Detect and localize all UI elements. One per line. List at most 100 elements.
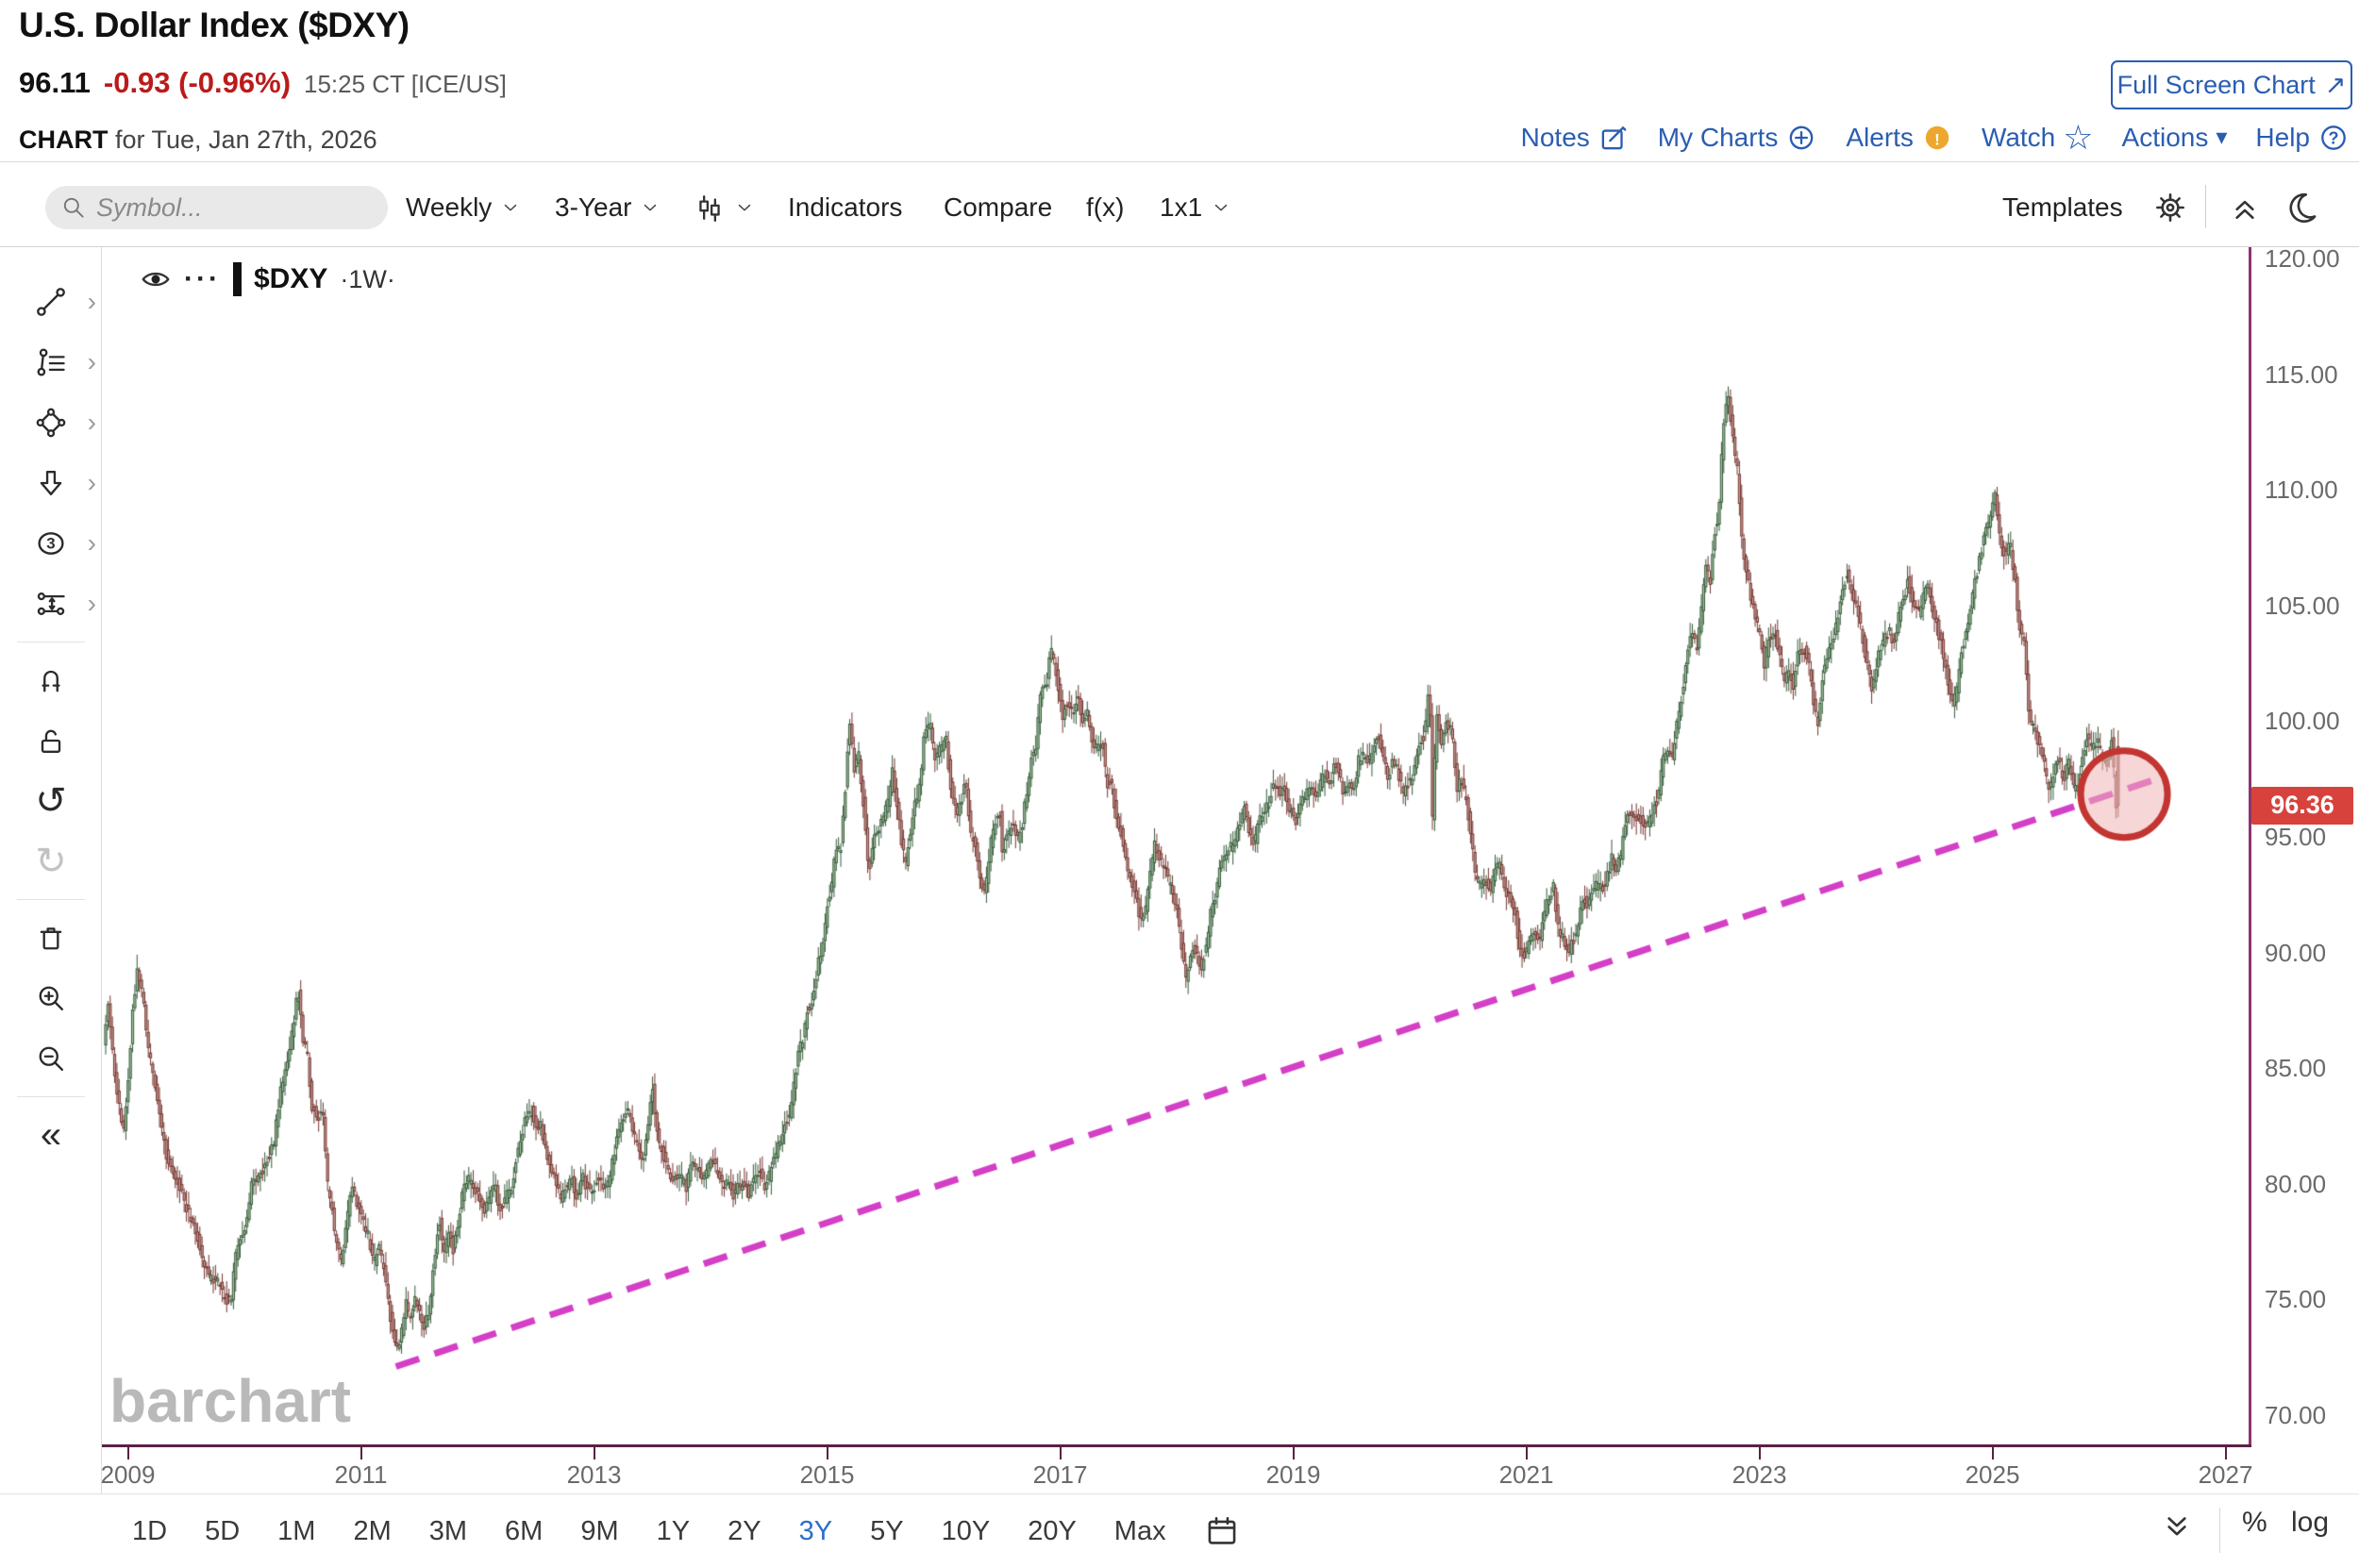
collapse-toolbar-icon[interactable] <box>2227 185 2263 230</box>
expand-chevron-icon[interactable]: › <box>87 589 96 618</box>
compare-button[interactable]: Compare <box>944 185 1052 230</box>
settings-gear-icon[interactable] <box>2152 185 2188 230</box>
expand-chevron-icon[interactable]: › <box>87 347 96 376</box>
trend-line-tool[interactable]: › <box>0 272 102 332</box>
delete-drawings-icon <box>34 921 68 955</box>
delete-drawings-button[interactable] <box>0 908 102 968</box>
link-label: Alerts <box>1846 123 1914 152</box>
x-axis-tick <box>1991 1447 1994 1460</box>
expand-chevron-icon[interactable]: › <box>87 408 96 437</box>
caret-down-icon: ▾ <box>2216 125 2228 150</box>
eye-visibility-icon[interactable] <box>140 263 172 295</box>
expand-chevron-icon[interactable]: › <box>87 528 96 558</box>
fx-label: f(x) <box>1086 192 1125 222</box>
svg-text:?: ? <box>2328 128 2338 147</box>
expressions-button[interactable]: f(x) <box>1086 185 1124 230</box>
range-button-1y[interactable]: 1Y <box>656 1515 691 1546</box>
expand-panel-chevrons-icon[interactable] <box>2159 1510 2195 1545</box>
measure-icon <box>34 587 68 621</box>
zoom-out-button[interactable] <box>0 1028 102 1089</box>
question-icon: ? <box>2317 122 2350 154</box>
range-dropdown[interactable]: 3-Year <box>555 185 661 230</box>
undo-button[interactable]: ↺ <box>0 771 102 831</box>
range-button-3y[interactable]: 3Y <box>798 1515 833 1546</box>
y-axis-line <box>2249 247 2251 1447</box>
x-axis-label: 2027 <box>2198 1460 2253 1489</box>
range-button-5y[interactable]: 5Y <box>870 1515 904 1546</box>
percent-scale-button[interactable]: % <box>2242 1507 2267 1538</box>
zoom-out-icon <box>34 1042 68 1076</box>
chart-legend[interactable]: ··· $DXY ·1W· <box>140 262 395 296</box>
plus-circle-icon <box>1785 122 1817 154</box>
help-link[interactable]: Help? <box>2255 122 2350 154</box>
x-axis-tick <box>1758 1447 1761 1460</box>
full-screen-chart-button[interactable]: Full Screen Chart ↗ <box>2111 60 2352 109</box>
dark-mode-moon-icon[interactable] <box>2284 185 2319 230</box>
shapes-icon <box>34 406 68 440</box>
elliott-wave-tool[interactable]: 3 › <box>0 513 102 574</box>
x-axis-line <box>102 1444 2251 1447</box>
range-button-6m[interactable]: 6M <box>505 1515 544 1546</box>
indicators-button[interactable]: Indicators <box>788 185 902 230</box>
chevron-down-icon <box>640 197 661 218</box>
candlestick-chart-icon <box>694 192 726 224</box>
measure-tool[interactable]: › <box>0 574 102 634</box>
expand-chevron-icon[interactable]: › <box>87 468 96 497</box>
actions-link[interactable]: Actions ▾ <box>2122 123 2228 153</box>
session-time: 15:25 CT [ICE/US] <box>304 70 507 98</box>
arrow-annotation-tool[interactable]: › <box>0 453 102 513</box>
range-button-20y[interactable]: 20Y <box>1028 1515 1077 1546</box>
range-button-5d[interactable]: 5D <box>205 1515 241 1546</box>
last-price: 96.11 <box>19 66 91 99</box>
symbol-search-input[interactable] <box>96 192 430 223</box>
watch-link[interactable]: Watch ☆ <box>1982 121 2094 155</box>
more-options-icon[interactable]: ··· <box>184 263 221 294</box>
range-button-9m[interactable]: 9M <box>580 1515 619 1546</box>
unlock-tool[interactable] <box>0 710 102 771</box>
expand-chevron-icon[interactable]: › <box>87 287 96 316</box>
alerts-link[interactable]: Alerts! <box>1846 122 1953 154</box>
grid-layout-dropdown[interactable]: 1x1 <box>1160 185 1231 230</box>
y-axis-label: 85.00 <box>2265 1054 2327 1083</box>
range-button-10y[interactable]: 10Y <box>941 1515 991 1546</box>
x-axis-label: 2019 <box>1265 1460 1321 1489</box>
symbol-search[interactable] <box>45 186 430 229</box>
notes-link[interactable]: Notes <box>1521 122 1630 154</box>
unlock-icon <box>34 724 68 758</box>
chart-type-dropdown[interactable] <box>694 185 755 230</box>
price-change: -0.93 (-0.96%) <box>103 66 292 99</box>
range-button-1d[interactable]: 1D <box>132 1515 168 1546</box>
shapes-tool[interactable]: › <box>0 392 102 453</box>
y-axis-label: 100.00 <box>2265 707 2340 736</box>
range-button-2m[interactable]: 2M <box>353 1515 392 1546</box>
price-chart-canvas[interactable] <box>102 247 2249 1493</box>
compare-label: Compare <box>944 192 1053 222</box>
collapse-sidebar-button[interactable]: « <box>0 1105 102 1165</box>
y-axis-label: 75.00 <box>2265 1285 2327 1314</box>
period-dropdown[interactable]: Weekly <box>406 185 521 230</box>
zoom-in-button[interactable] <box>0 968 102 1028</box>
trend-line-icon <box>34 285 68 319</box>
x-axis-label: 2009 <box>100 1460 156 1489</box>
link-label: Help <box>2255 123 2310 152</box>
header-divider <box>0 161 2359 162</box>
link-label: Watch <box>1981 123 2056 152</box>
x-axis-label: 2021 <box>1498 1460 1554 1489</box>
range-button-max[interactable]: Max <box>1113 1515 1166 1546</box>
x-axis-label: 2025 <box>1965 1460 2020 1489</box>
log-scale-button[interactable]: log <box>2291 1507 2330 1538</box>
undo-icon: ↺ <box>35 780 67 822</box>
elliott-wave-icon: 3 <box>34 526 68 560</box>
magnet-tool[interactable] <box>0 650 102 710</box>
barchart-watermark: barchart <box>109 1367 352 1435</box>
my-charts-link[interactable]: My Charts <box>1658 122 1818 154</box>
star-icon: ☆ <box>2063 118 2094 157</box>
templates-button[interactable]: Templates <box>2002 185 2123 230</box>
range-button-1m[interactable]: 1M <box>277 1515 316 1546</box>
range-button-3m[interactable]: 3M <box>428 1515 468 1546</box>
range-button-2y[interactable]: 2Y <box>728 1515 761 1546</box>
calendar-icon[interactable] <box>1204 1513 1240 1549</box>
fibonacci-tool[interactable]: › <box>0 332 102 392</box>
x-axis-label: 2015 <box>799 1460 855 1489</box>
